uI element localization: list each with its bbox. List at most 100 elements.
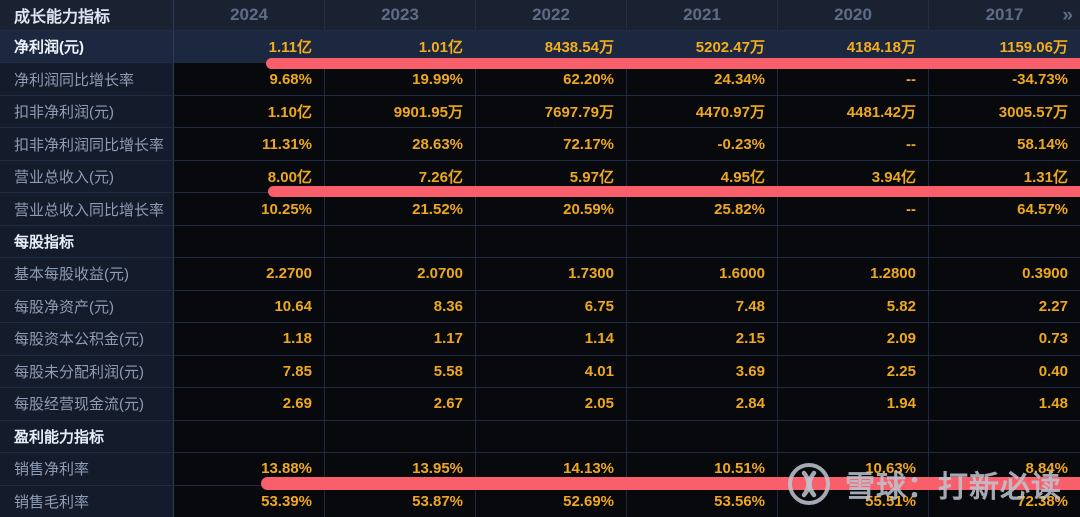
table-row[interactable]: 营业总收入同比增长率 10.25% 21.52% 20.59% 25.82% -- 64.5… — [0, 192, 1080, 225]
cell-value: 6.75 — [476, 290, 627, 323]
cell-value: 72.17% — [476, 128, 627, 160]
cell-value — [627, 420, 778, 453]
cell-value: 0.40 — [929, 355, 1080, 388]
table-row[interactable]: 基本每股收益(元) 2.2700 2.0700 1.7300 1.6000 1.2800 0… — [0, 257, 1080, 290]
more-years-icon[interactable]: » — [1062, 5, 1073, 26]
row-label: 每股净资产(元) — [0, 290, 174, 323]
red-marker-line-revenue — [268, 186, 1080, 197]
row-label: 每股资本公积金(元) — [0, 323, 174, 355]
cell-value — [174, 420, 325, 453]
cell-value: 52.69% — [476, 485, 627, 517]
cell-value: 5.58 — [325, 355, 476, 388]
row-label: 扣非净利润同比增长率 — [0, 128, 174, 160]
cell-value: 28.63% — [325, 128, 476, 160]
table-row[interactable]: 每股净资产(元) 10.64 8.36 6.75 7.48 5.82 2.27 — [0, 289, 1080, 323]
row-label: 营业总收入(元) — [0, 160, 174, 193]
cell-value: 1.6000 — [627, 258, 778, 290]
column-header-2017[interactable]: 2017 — [929, 0, 1080, 30]
row-label: 基本每股收益(元) — [0, 258, 174, 290]
column-header-2021[interactable]: 2021 — [627, 0, 778, 30]
cell-value: 2.15 — [627, 323, 778, 355]
cell-value: 2.09 — [778, 323, 929, 355]
table-row[interactable]: 净利润(元) 1.11亿 1.01亿 8438.54万 5202.47万 4184.18万… — [0, 30, 1080, 63]
column-header-2020[interactable]: 2020 — [778, 0, 929, 30]
cell-value: 1.18 — [174, 323, 325, 355]
cell-value: 2.2700 — [174, 258, 325, 290]
cell-value: 1.11亿 — [174, 31, 325, 63]
table-row[interactable]: 每股经营现金流(元) 2.69 2.67 2.05 2.84 1.94 1.48 — [0, 387, 1080, 420]
cell-value: 3005.57万 — [929, 95, 1080, 128]
column-header-2024[interactable]: 2024 — [174, 0, 325, 30]
row-label: 扣非净利润(元) — [0, 95, 174, 128]
cell-value: 5.82 — [778, 290, 929, 323]
row-label: 销售净利率 — [0, 453, 174, 485]
cell-value: 7697.79万 — [476, 95, 627, 128]
cell-value: 9901.95万 — [325, 95, 476, 128]
column-header-2023[interactable]: 2023 — [325, 0, 476, 30]
cell-value: 2.27 — [929, 290, 1080, 323]
table-row[interactable]: 销售净利率 13.88% 13.95% 14.13% 10.51% 10.63% 8.84% — [0, 452, 1080, 485]
cell-value: 53.56% — [627, 485, 778, 517]
cell-value: 1.48 — [929, 388, 1080, 420]
cell-value: 7.48 — [627, 290, 778, 323]
cell-value: 72.38% — [929, 485, 1080, 517]
cell-value: 10.64 — [174, 290, 325, 323]
cell-value: 2.67 — [325, 388, 476, 420]
cell-value: 25.82% — [627, 193, 778, 225]
cell-value: 2.25 — [778, 355, 929, 388]
section-header-row: 每股指标 — [0, 224, 1080, 258]
cell-value: 0.73 — [929, 323, 1080, 355]
cell-value: -- — [778, 128, 929, 160]
cell-value — [476, 225, 627, 258]
cell-value: -0.23% — [627, 128, 778, 160]
row-label: 每股未分配利润(元) — [0, 355, 174, 388]
cell-value: 53.39% — [174, 485, 325, 517]
cell-value: 4470.97万 — [627, 95, 778, 128]
table-row[interactable]: 每股未分配利润(元) 7.85 5.58 4.01 3.69 2.25 0.40 — [0, 354, 1080, 388]
row-label: 盈利能力指标 — [0, 420, 174, 453]
cell-value: 4184.18万 — [778, 31, 929, 63]
cell-value: 1.10亿 — [174, 95, 325, 128]
table-row[interactable]: 每股资本公积金(元) 1.18 1.17 1.14 2.15 2.09 0.73 — [0, 322, 1080, 355]
cell-value — [929, 225, 1080, 258]
header-metric-group-label: 成长能力指标 — [0, 0, 174, 30]
cell-value: 7.85 — [174, 355, 325, 388]
cell-value: 4481.42万 — [778, 95, 929, 128]
row-label: 营业总收入同比增长率 — [0, 193, 174, 225]
cell-value: 1.94 — [778, 388, 929, 420]
cell-value: 1.17 — [325, 323, 476, 355]
table-row[interactable]: 扣非净利润(元) 1.10亿 9901.95万 7697.79万 4470.97万 448… — [0, 94, 1080, 128]
cell-value — [174, 225, 325, 258]
cell-value: 1.2800 — [778, 258, 929, 290]
red-marker-line-net-margin — [261, 477, 1080, 490]
cell-value: 0.3900 — [929, 258, 1080, 290]
row-label: 净利润(元) — [0, 31, 174, 63]
cell-value — [929, 420, 1080, 453]
row-label: 销售毛利率 — [0, 485, 174, 517]
cell-value — [627, 225, 778, 258]
cell-value: 53.87% — [325, 485, 476, 517]
cell-value — [325, 420, 476, 453]
cell-value: -- — [778, 193, 929, 225]
table-header-row: 成长能力指标 2024 2023 2022 2021 2020 2017 — [0, 0, 1080, 30]
cell-value: 9.68% — [174, 63, 325, 95]
cell-value: 2.0700 — [325, 258, 476, 290]
cell-value: 10.25% — [174, 193, 325, 225]
xueqiu-logo-icon — [788, 463, 830, 505]
cell-value — [778, 420, 929, 453]
cell-value: 1.7300 — [476, 258, 627, 290]
cell-value: 2.05 — [476, 388, 627, 420]
cell-value: 1.01亿 — [325, 31, 476, 63]
column-header-2022[interactable]: 2022 — [476, 0, 627, 30]
cell-value — [778, 225, 929, 258]
cell-value: 64.57% — [929, 193, 1080, 225]
cell-value: 1159.06万 — [929, 31, 1080, 63]
cell-value: 3.69 — [627, 355, 778, 388]
cell-value: 8.36 — [325, 290, 476, 323]
row-label: 净利润同比增长率 — [0, 63, 174, 95]
table-row[interactable]: 扣非净利润同比增长率 11.31% 28.63% 72.17% -0.23% -- 58.1… — [0, 127, 1080, 160]
cell-value: 21.52% — [325, 193, 476, 225]
cell-value: 58.14% — [929, 128, 1080, 160]
cell-value: 11.31% — [174, 128, 325, 160]
